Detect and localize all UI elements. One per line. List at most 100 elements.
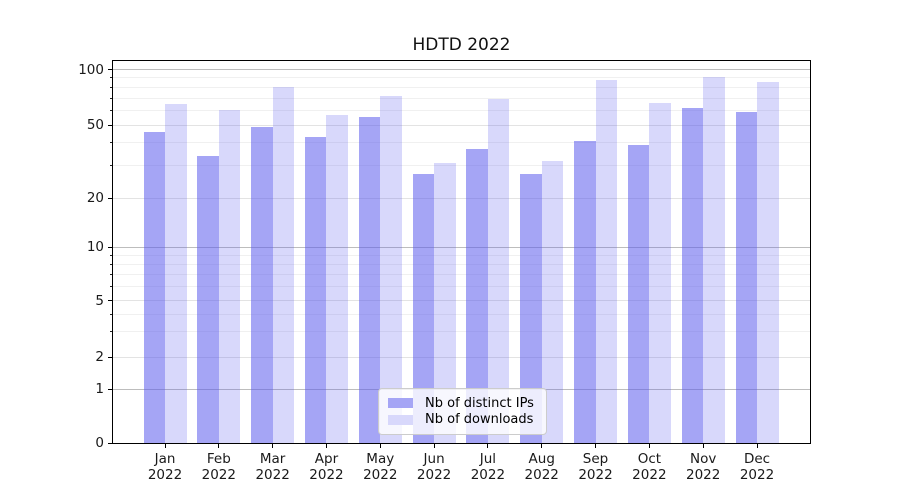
x-tick-year: 2022 xyxy=(416,466,452,483)
x-tick-label-nov: Nov 2022 xyxy=(671,451,735,483)
bar-ips-oct xyxy=(627,144,650,443)
y-tick-1 xyxy=(108,388,112,390)
minor-gridline-4 xyxy=(113,313,810,315)
x-tick-label-oct: Oct 2022 xyxy=(617,451,681,483)
x-tick-year: 2022 xyxy=(524,466,559,483)
y-minor-tick-6 xyxy=(110,285,112,287)
y-tick-label-0: 0 xyxy=(95,435,104,451)
x-tick-month: Sep xyxy=(582,451,609,467)
bar-ips-feb xyxy=(197,155,219,443)
y-tick-100 xyxy=(108,69,112,70)
minor-gridline-6 xyxy=(113,285,810,287)
x-tick-month: Oct xyxy=(637,451,662,467)
plot-area: Nb of distinct IPs Nb of downloads xyxy=(112,60,811,444)
minor-gridline-70 xyxy=(113,97,810,99)
minor-gridline-3 xyxy=(113,331,810,333)
bar-ips-apr xyxy=(304,137,327,443)
y-tick-10 xyxy=(108,246,112,248)
x-tick-jan xyxy=(164,444,166,448)
x-tick-year: 2022 xyxy=(309,466,344,483)
y-minor-tick-70 xyxy=(110,97,112,99)
y-tick-20 xyxy=(108,197,112,199)
gridline-20 xyxy=(113,197,810,199)
y-minor-tick-60 xyxy=(110,109,112,111)
x-tick-month: Jul xyxy=(479,451,497,467)
x-tick-month: Nov xyxy=(689,451,717,467)
legend: Nb of distinct IPs Nb of downloads xyxy=(378,388,547,435)
gridline-10 xyxy=(113,246,810,248)
y-tick-2 xyxy=(108,356,112,358)
x-tick-year: 2022 xyxy=(470,466,506,483)
bar-ips-nov xyxy=(681,107,704,443)
bar-downloads-jul xyxy=(487,99,510,443)
y-minor-tick-3 xyxy=(110,331,112,333)
x-tick-month: Jun xyxy=(423,451,445,467)
x-tick-month: Feb xyxy=(206,451,231,467)
x-tick-label-apr: Apr 2022 xyxy=(294,451,358,483)
x-tick-year: 2022 xyxy=(632,466,667,483)
x-tick-year: 2022 xyxy=(578,466,613,483)
bar-ips-sep xyxy=(574,140,596,443)
x-tick-month: Mar xyxy=(259,451,286,467)
chart-title: HDTD 2022 xyxy=(412,35,511,55)
y-tick-50 xyxy=(108,124,112,126)
y-tick-label-50: 50 xyxy=(86,117,104,133)
x-tick-mar xyxy=(272,444,274,448)
bar-ips-jul xyxy=(466,148,488,443)
y-minor-tick-8 xyxy=(110,263,112,265)
x-tick-label-jan: Jan 2022 xyxy=(133,451,197,483)
x-tick-label-mar: Mar 2022 xyxy=(241,451,305,483)
legend-label-downloads: Nb of downloads xyxy=(425,412,534,428)
y-minor-tick-9 xyxy=(110,254,112,256)
minor-gridline-8 xyxy=(113,263,810,265)
x-tick-label-aug: Aug 2022 xyxy=(510,451,574,483)
x-tick-month: May xyxy=(366,451,395,467)
x-tick-label-sep: Sep 2022 xyxy=(564,451,628,483)
y-minor-tick-7 xyxy=(110,274,112,276)
y-minor-tick-80 xyxy=(110,86,112,88)
minor-gridline-80 xyxy=(113,86,810,88)
x-tick-month: Jan xyxy=(154,451,176,467)
y-tick-label-1: 1 xyxy=(95,381,104,397)
bar-ips-jun xyxy=(412,174,435,443)
bar-downloads-feb xyxy=(218,110,241,443)
x-tick-label-jul: Jul 2022 xyxy=(456,451,520,483)
x-tick-month: Dec xyxy=(743,451,771,467)
bar-downloads-oct xyxy=(649,102,671,443)
y-minor-tick-4 xyxy=(110,313,112,315)
bar-ips-jan xyxy=(143,131,165,443)
y-tick-label-10: 10 xyxy=(86,239,104,255)
y-tick-label-2: 2 xyxy=(95,349,104,365)
x-tick-dec xyxy=(756,444,758,448)
y-tick-0 xyxy=(108,442,112,444)
x-tick-month: Apr xyxy=(314,451,339,467)
x-tick-oct xyxy=(648,444,650,448)
minor-gridline-30 xyxy=(113,165,810,167)
x-tick-year: 2022 xyxy=(739,466,775,483)
gridline-5 xyxy=(113,300,810,301)
y-tick-label-100: 100 xyxy=(78,61,104,78)
x-tick-may xyxy=(379,444,381,448)
bar-downloads-aug xyxy=(541,160,564,443)
y-tick-label-5: 5 xyxy=(95,292,104,309)
minor-gridline-9 xyxy=(113,254,810,256)
y-tick-5 xyxy=(108,300,112,301)
bar-ips-mar xyxy=(251,126,273,443)
bar-downloads-apr xyxy=(326,114,348,443)
bar-downloads-sep xyxy=(595,79,618,443)
x-tick-month: Aug xyxy=(528,451,555,467)
x-tick-year: 2022 xyxy=(201,466,236,483)
gridline-2 xyxy=(113,356,810,358)
x-tick-label-may: May 2022 xyxy=(348,451,412,483)
legend-item-distinct-ips: Nb of distinct IPs xyxy=(388,396,537,411)
x-tick-sep xyxy=(595,444,597,448)
minor-gridline-7 xyxy=(113,274,810,276)
bar-downloads-mar xyxy=(272,87,295,443)
y-minor-tick-40 xyxy=(110,142,112,144)
legend-label-distinct-ips: Nb of distinct IPs xyxy=(425,395,534,411)
bar-ips-aug xyxy=(520,174,542,443)
minor-gridline-40 xyxy=(113,142,810,144)
gridline-100 xyxy=(113,69,810,70)
y-tick-label-20: 20 xyxy=(86,190,104,206)
